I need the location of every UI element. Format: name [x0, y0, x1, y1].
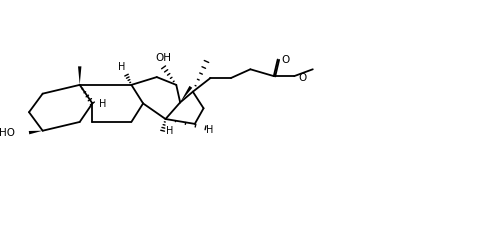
Text: HO: HO: [0, 128, 16, 138]
Polygon shape: [29, 131, 42, 134]
Text: H: H: [166, 126, 173, 136]
Text: OH: OH: [156, 54, 172, 63]
Text: H: H: [206, 125, 213, 135]
Polygon shape: [78, 66, 82, 85]
Text: H: H: [100, 99, 107, 109]
Text: H: H: [118, 62, 126, 72]
Polygon shape: [180, 86, 192, 103]
Text: O: O: [282, 54, 290, 65]
Text: O: O: [298, 73, 306, 83]
